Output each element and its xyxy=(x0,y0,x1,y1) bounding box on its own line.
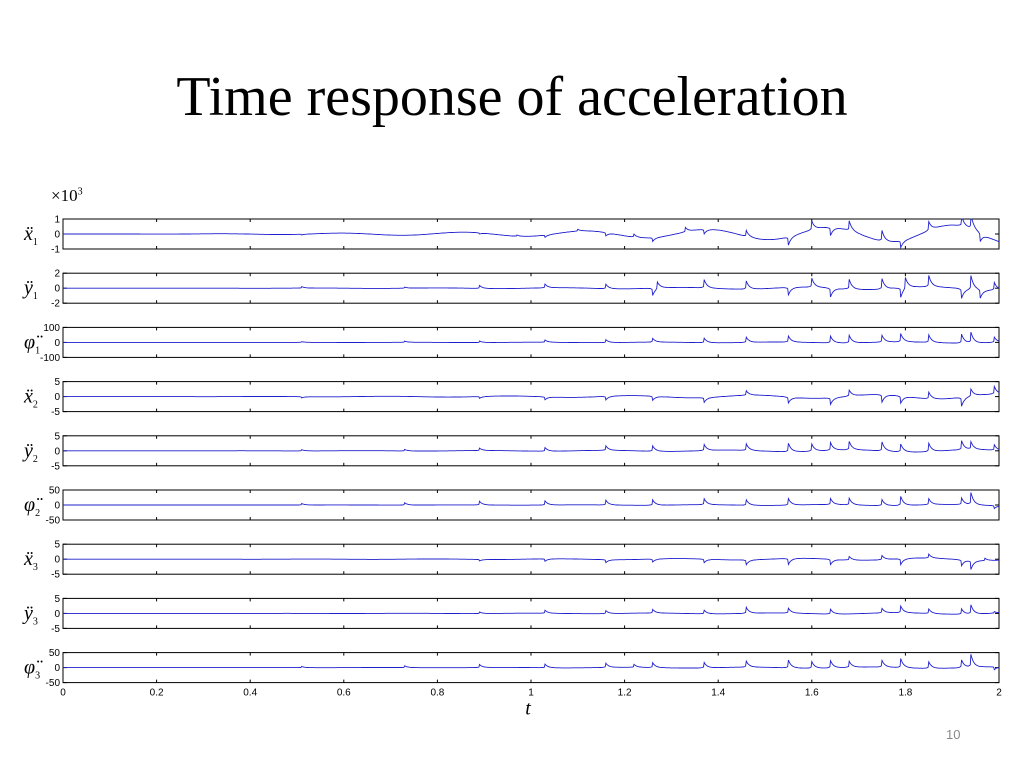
x-tick-label: 1 xyxy=(528,688,534,699)
x-tick-label: 1.6 xyxy=(805,688,819,699)
x-tick-label: 0 xyxy=(60,688,66,699)
series-line xyxy=(63,654,1000,671)
series-line xyxy=(63,553,999,570)
x-tick-label: 1.4 xyxy=(711,688,725,699)
y-tick-label: -50 xyxy=(46,516,61,527)
y-tick-label: 0 xyxy=(54,609,60,620)
y-tick-label: 5 xyxy=(54,377,60,388)
y-tick-label: 5 xyxy=(54,431,60,442)
y-axis-label: φ̈3 xyxy=(24,657,43,682)
y-axis-label: ÿ2 xyxy=(22,440,38,465)
series-line xyxy=(63,492,1000,510)
subplot-9: 50 0 -50φ̈3 xyxy=(24,648,1000,689)
y-axis-label: ẍ2 xyxy=(23,386,38,411)
y-tick-label: 0 xyxy=(54,284,60,295)
series-line xyxy=(63,384,1000,407)
y-tick-label: -5 xyxy=(51,570,60,581)
series-line xyxy=(63,275,1000,299)
series-line xyxy=(63,604,999,615)
slide-title: Time response of acceleration xyxy=(176,66,848,128)
x-tick-label: 0.8 xyxy=(430,688,444,699)
y-tick-label: 0 xyxy=(54,230,60,241)
y-tick-label: 5 xyxy=(54,540,60,551)
subplot-8: 5 0 -5 ÿ3 xyxy=(22,594,1000,635)
x-tick-label: 1.2 xyxy=(618,688,632,699)
y-tick-label: -5 xyxy=(51,407,60,418)
x-tick-label: 0.6 xyxy=(337,688,351,699)
series-line xyxy=(63,331,1000,344)
subplot-6: 50 0 -50φ̈2 xyxy=(24,486,1000,527)
y-tick-label: -5 xyxy=(51,624,60,635)
y-tick-label: 0 xyxy=(54,392,60,403)
y-tick-label: 0 xyxy=(54,663,60,674)
x-tick-label: 0.4 xyxy=(243,688,257,699)
subplot-2: 2 0 -2 ÿ1 xyxy=(22,269,1000,310)
y-tick-label: 2 xyxy=(54,269,60,280)
x-tick-label: 2 xyxy=(996,688,1002,699)
subplot-5: 5 0 -5 ÿ2 xyxy=(22,431,1000,472)
y-tick-label: 5 xyxy=(54,594,60,605)
y-tick-label: -5 xyxy=(51,461,60,472)
y-tick-label: 0 xyxy=(54,501,60,512)
y-tick-label: -2 xyxy=(51,299,60,310)
scale-factor-exponent: 3 xyxy=(77,186,83,198)
y-axis-label: ẍ3 xyxy=(23,548,38,573)
y-tick-label: 0 xyxy=(54,446,60,457)
page-number: 10 xyxy=(946,727,961,742)
subplot-4: 5 0 -5 ẍ2 xyxy=(23,377,1000,418)
series-line xyxy=(63,439,1000,453)
y-tick-label: 1 xyxy=(54,215,60,226)
x-axis-label: t xyxy=(525,698,531,720)
y-tick-label: -50 xyxy=(46,678,61,689)
y-tick-label: 100 xyxy=(43,323,60,334)
x-tick-label: 1.8 xyxy=(898,688,912,699)
y-tick-label: 0 xyxy=(54,555,60,566)
y-tick-label: 0 xyxy=(54,338,60,349)
subplot-7: 5 0 -5 ẍ3 xyxy=(23,540,1000,581)
y-tick-label: -100 xyxy=(40,353,60,364)
y-axis-label: ÿ1 xyxy=(22,277,38,302)
scale-factor-prefix: ×10 xyxy=(51,186,78,205)
y-axis-label: ẍ1 xyxy=(23,223,38,248)
scale-factor-label: ×103 xyxy=(51,186,83,206)
y-axis-label: φ̈2 xyxy=(24,494,43,519)
subplot-1: 1 0 -1 ẍ1 xyxy=(23,215,1000,256)
y-tick-label: -1 xyxy=(51,245,60,256)
y-tick-label: 50 xyxy=(49,648,61,659)
series-line xyxy=(63,218,1000,250)
y-axis-label: ÿ3 xyxy=(22,602,38,627)
x-tick-label: 0.2 xyxy=(150,688,164,699)
y-tick-label: 50 xyxy=(49,486,61,497)
